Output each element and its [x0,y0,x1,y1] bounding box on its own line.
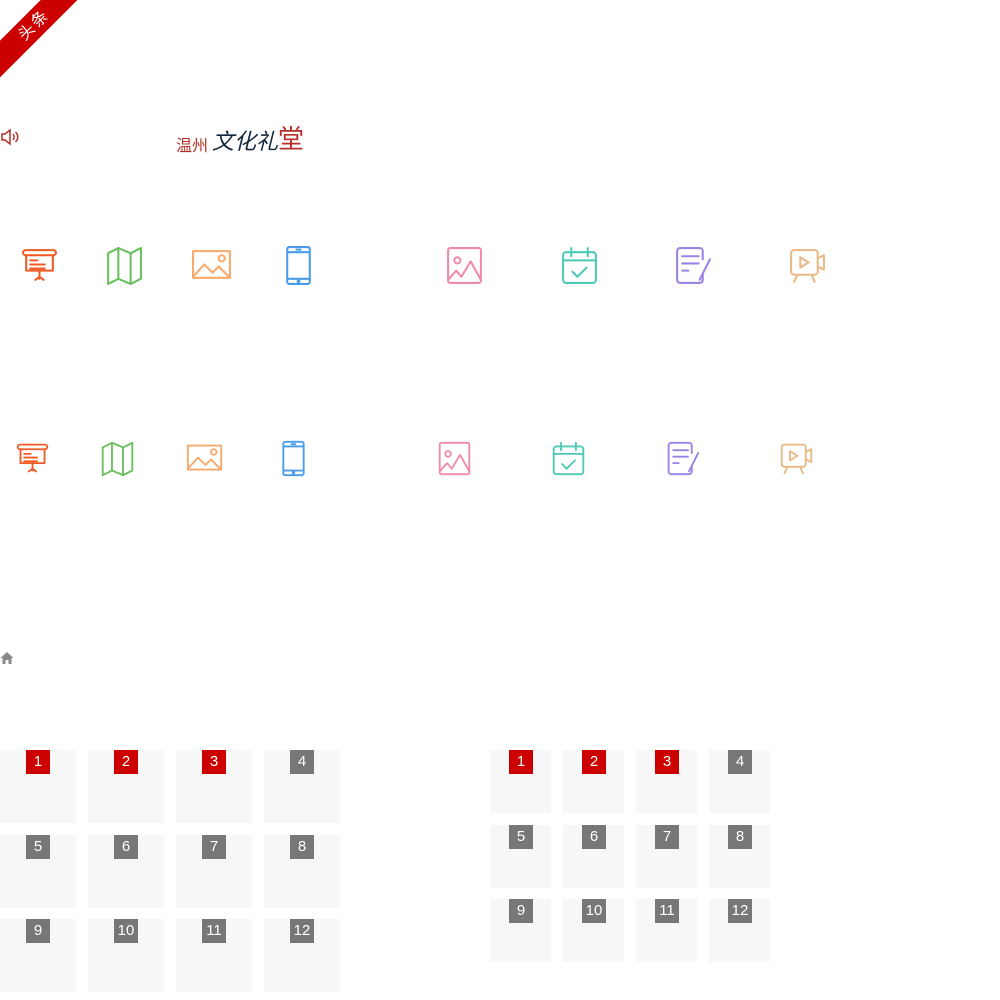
ranking-item[interactable]: 5 [0,835,76,908]
mobile-phone-icon[interactable] [275,440,312,477]
ranking-item[interactable]: 9 [490,899,551,962]
ranking-item[interactable]: 7 [636,825,697,888]
rank-badge: 8 [290,835,314,859]
rank-badge: 3 [655,750,679,774]
ranking-item[interactable]: 9 [0,919,76,992]
ranking-item[interactable]: 12 [709,899,770,962]
rank-badge: 8 [728,825,752,849]
ranking-item[interactable]: 8 [709,825,770,888]
ranking-item[interactable]: 11 [636,899,697,962]
headline-ribbon: 头条 [0,0,93,84]
ranking-item[interactable]: 2 [563,750,624,813]
rank-badge: 9 [26,919,50,943]
rank-badge: 5 [26,835,50,859]
ranking-item[interactable]: 6 [563,825,624,888]
landscape-image-icon[interactable] [186,440,223,477]
rank-badge: 2 [114,750,138,774]
document-edit-icon[interactable] [672,245,713,286]
rank-badge: 5 [509,825,533,849]
ranking-item[interactable]: 8 [264,835,340,908]
rank-badge: 1 [26,750,50,774]
map-icon[interactable] [99,440,136,477]
rank-badge: 10 [114,919,138,943]
presentation-board-icon[interactable] [14,440,51,477]
ranking-item[interactable]: 5 [490,825,551,888]
rank-badge: 6 [114,835,138,859]
ranking-item[interactable]: 4 [264,750,340,823]
landscape-image-icon[interactable] [191,245,232,286]
rank-badge: 3 [202,750,226,774]
rank-badge: 2 [582,750,606,774]
calendar-check-icon[interactable] [550,440,587,477]
video-camera-icon[interactable] [778,440,815,477]
ranking-item[interactable]: 2 [88,750,164,823]
logo[interactable]: 温州 文化礼 堂 [176,118,304,156]
rank-badge: 9 [509,899,533,923]
ranking-item[interactable]: 10 [88,919,164,992]
logo-text: 文化礼 [212,130,279,155]
rank-badge: 12 [290,919,314,943]
ranking-item[interactable]: 3 [176,750,252,823]
portrait-image-icon[interactable] [444,245,485,286]
portrait-image-icon[interactable] [436,440,473,477]
logo-text: 温州 [176,136,209,155]
ranking-item[interactable]: 7 [176,835,252,908]
map-icon[interactable] [104,245,145,286]
rank-badge: 10 [582,899,606,923]
ranking-item[interactable]: 12 [264,919,340,992]
ranking-item[interactable]: 3 [636,750,697,813]
calendar-check-icon[interactable] [559,245,600,286]
rank-badge: 11 [202,919,226,943]
ranking-item[interactable]: 4 [709,750,770,813]
ranking-item[interactable]: 6 [88,835,164,908]
home-icon[interactable] [0,651,14,665]
mobile-phone-icon[interactable] [278,245,319,286]
document-edit-icon[interactable] [664,440,701,477]
rank-badge: 6 [582,825,606,849]
presentation-board-icon[interactable] [19,245,60,286]
rank-badge: 7 [655,825,679,849]
ranking-item[interactable]: 1 [490,750,551,813]
logo-text: 堂 [278,125,305,155]
ranking-item[interactable]: 10 [563,899,624,962]
ranking-item[interactable]: 1 [0,750,76,823]
rank-badge: 1 [509,750,533,774]
rank-badge: 4 [290,750,314,774]
rank-badge: 4 [728,750,752,774]
speaker-icon[interactable] [0,127,20,147]
rank-badge: 7 [202,835,226,859]
rank-badge: 11 [655,899,679,923]
ranking-item[interactable]: 11 [176,919,252,992]
rank-badge: 12 [728,899,752,923]
video-camera-icon[interactable] [787,245,828,286]
